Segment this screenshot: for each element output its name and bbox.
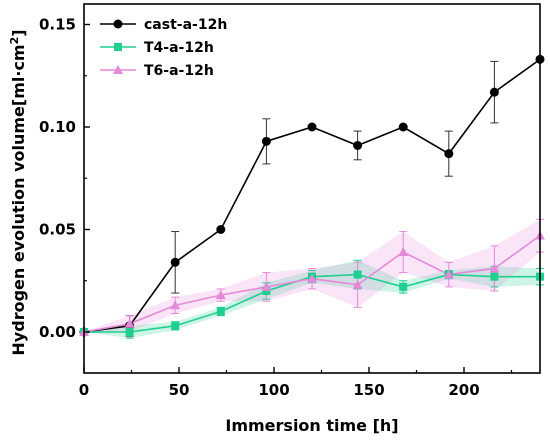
data-point (171, 321, 180, 330)
data-point (261, 136, 271, 146)
legend: cast-a-12h T4-a-12h T6-a-12h (100, 17, 227, 79)
legend-marker (113, 65, 123, 74)
x-tick-label: 200 (448, 381, 479, 399)
data-point (398, 247, 409, 257)
data-point (216, 225, 226, 234)
legend-marker (113, 19, 123, 29)
data-point (353, 270, 362, 279)
data-point (215, 290, 226, 300)
data-point (399, 282, 408, 291)
data-point (125, 328, 134, 336)
data-point (307, 122, 317, 132)
data-point (216, 307, 225, 316)
y-axis-title-end: ] (9, 29, 28, 36)
y-tick-label: 0.15 (39, 16, 76, 34)
data-point (489, 263, 500, 273)
data-point (262, 287, 271, 295)
x-tick-label: 0 (79, 381, 89, 399)
y-axis-title: Hydrogen evolution volume[ml·cm2] (8, 29, 28, 355)
tick-labels: 0 50 100 150 200 0.00 0.05 0.10 0.15 (39, 16, 480, 400)
data-point (490, 272, 499, 281)
series-markers (79, 54, 545, 337)
data-point (307, 273, 317, 283)
y-axis-title-superscript: 2 (8, 37, 21, 45)
legend-label: cast-a-12h (144, 17, 227, 33)
x-tick-label: 100 (258, 381, 289, 399)
y-tick-label: 0.05 (39, 221, 76, 239)
legend-label: T4-a-12h (144, 40, 214, 56)
x-axis-title: Immersion time [h] (225, 416, 398, 435)
data-point (170, 257, 180, 267)
data-point (489, 87, 499, 97)
legend-marker (114, 43, 122, 51)
data-point (443, 269, 454, 279)
y-axis-title-main: Hydrogen evolution volume[ml·cm (9, 44, 28, 355)
plot-frame (83, 3, 541, 374)
axis-ticks (83, 23, 513, 373)
y-tick-label: 0.10 (39, 118, 76, 136)
data-point (170, 300, 181, 310)
data-point (261, 281, 272, 291)
x-tick-label: 150 (353, 381, 384, 399)
data-point (352, 279, 363, 289)
data-point (444, 149, 454, 159)
series-line-cast-a-12h (83, 58, 541, 333)
y-tick-label: 0.00 (39, 323, 76, 341)
legend-label: T6-a-12h (144, 63, 214, 79)
data-point (353, 140, 363, 150)
x-tick-label: 50 (169, 381, 190, 399)
data-point (398, 122, 408, 132)
data-point (124, 318, 135, 328)
series-lines (83, 58, 541, 333)
